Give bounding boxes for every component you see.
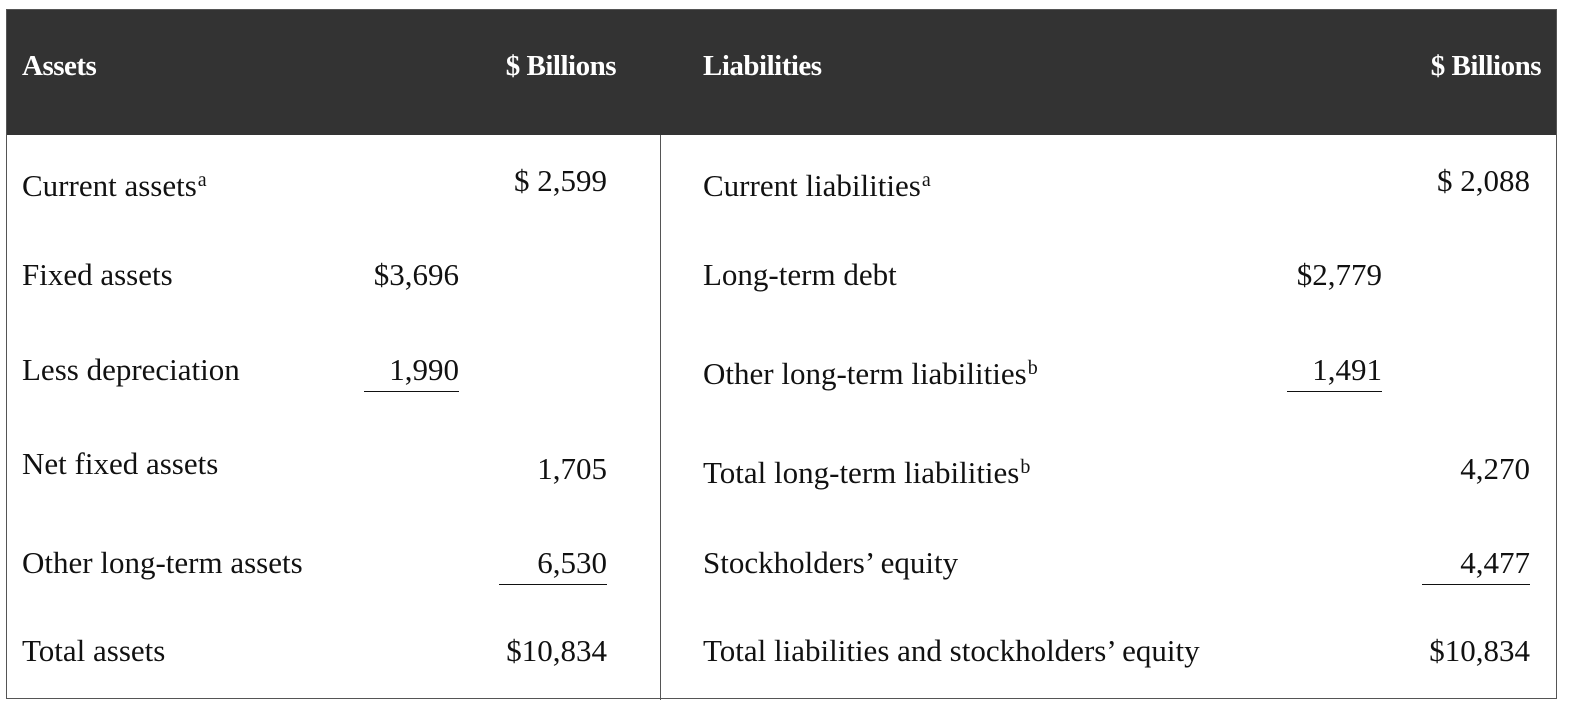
other-long-term-assets-label: Other long-term assets	[22, 545, 303, 580]
table-header: Assets $ Billions Liabilities $ Billions	[7, 10, 1556, 135]
less-depreciation-label: Less depreciation	[22, 352, 240, 387]
fixed-assets-value: $3,696	[373, 257, 459, 292]
stockholders-equity-value: 4,477	[1422, 544, 1530, 585]
other-long-term-assets-value: 6,530	[499, 544, 607, 585]
footnote-marker: a	[921, 169, 931, 191]
fixed-assets-label: Fixed assets	[22, 257, 173, 292]
stockholders-equity-label: Stockholders’ equity	[703, 545, 959, 580]
current-assets-label: Current assetsa	[22, 168, 207, 203]
liabilities-billions-header: $ Billions	[1430, 50, 1542, 82]
total-long-term-liabilities-value: 4,270	[1460, 451, 1530, 486]
current-liabilities-value: $ 2,088	[1437, 163, 1530, 198]
current-assets-value: $ 2,599	[514, 163, 607, 198]
long-term-debt-value: $2,779	[1296, 257, 1382, 292]
assets-header: Assets	[22, 50, 97, 82]
footnote-marker: b	[1020, 456, 1031, 478]
long-term-debt-label: Long-term debt	[703, 257, 897, 292]
net-fixed-assets-value: 1,705	[537, 451, 607, 486]
total-assets-value: $10,834	[506, 633, 607, 668]
total-assets-label: Total assets	[22, 633, 166, 668]
balance-sheet-table: Assets $ Billions Liabilities $ Billions…	[6, 9, 1557, 700]
other-long-term-liabilities-label: Other long-term liabilitiesb	[703, 356, 1038, 391]
total-liabilities-equity-label: Total liabilities and stockholders’ equi…	[703, 633, 1200, 668]
total-long-term-liabilities-label: Total long-term liabilitiesb	[703, 455, 1031, 490]
net-fixed-assets-label: Net fixed assets	[22, 446, 219, 481]
liabilities-header: Liabilities	[703, 50, 822, 82]
assets-billions-header: $ Billions	[505, 50, 617, 82]
column-divider	[660, 135, 661, 700]
footnote-marker: b	[1027, 357, 1038, 379]
total-liabilities-equity-value: $10,834	[1429, 633, 1530, 668]
footnote-marker: a	[197, 169, 207, 191]
less-depreciation-value: 1,990	[364, 351, 459, 392]
other-long-term-liabilities-value: 1,491	[1287, 351, 1382, 392]
current-liabilities-label: Current liabilitiesa	[703, 168, 931, 203]
